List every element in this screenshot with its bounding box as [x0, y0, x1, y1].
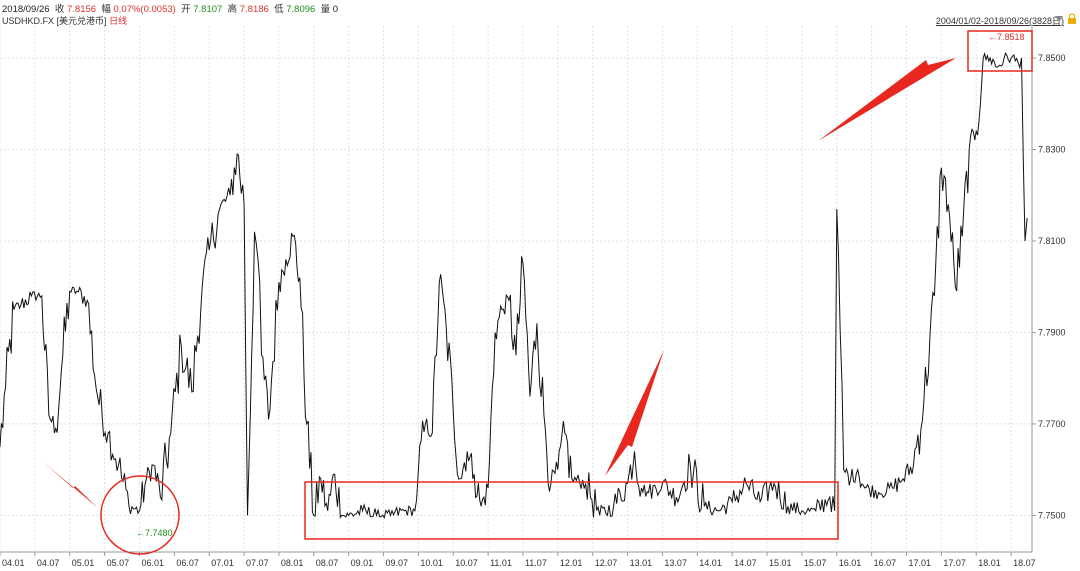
x-tick-label: 13.01 [630, 558, 653, 568]
open-label: 开 [181, 4, 191, 15]
peg-band-box-annotation [304, 481, 839, 540]
x-tick-label: 08.01 [281, 558, 304, 568]
volume-label: 量 [320, 4, 331, 15]
x-tick-label: 17.07 [943, 558, 966, 568]
x-tick-label: 18.01 [978, 558, 1001, 568]
price-series-line [0, 51, 1028, 520]
arrow-low-annotation [42, 461, 98, 508]
close-value: 7.8156 [66, 4, 97, 15]
x-tick-label: 10.01 [420, 558, 443, 568]
x-tick-label: 11.01 [490, 558, 512, 568]
x-tick-label: 17.01 [908, 558, 931, 568]
x-tick-label: 08.07 [316, 558, 339, 568]
symbol-info: USDHKD.FX [美元兑港币] 日线 [2, 14, 127, 27]
range-controls [1055, 13, 1076, 24]
x-tick-label: 12.01 [560, 558, 583, 568]
x-tick-label: 06.07 [176, 558, 199, 568]
x-tick-label: 14.01 [699, 558, 722, 568]
x-tick-label: 13.07 [664, 558, 687, 568]
x-tick-label: 07.01 [211, 558, 234, 568]
y-axis: 7.7500 7.7700 7.7900 7.8100 7.8300 7.8500 [1032, 53, 1066, 520]
low-circle-annotation [100, 475, 180, 555]
open-value: 7.8107 [193, 4, 223, 15]
symbol-name: [美元兑港币] [56, 16, 107, 26]
high-label: 高 [227, 4, 238, 15]
x-tick-label: 11.07 [525, 558, 547, 568]
low-label: 低 [274, 4, 284, 15]
y-tick-label: 7.7500 [1038, 510, 1066, 520]
x-tick-label: 04.01 [2, 558, 25, 568]
quote-header: 2018/09/26 收 7.8156 幅 0.07%(0.0053) 开 7.… [2, 1, 338, 15]
x-tick-label: 15.01 [769, 558, 792, 568]
lock-icon[interactable] [1068, 13, 1076, 24]
x-tick-label: 15.07 [804, 558, 827, 568]
x-tick-label: 05.01 [72, 558, 95, 568]
change-value: 0.07%(0.0053) [113, 4, 176, 15]
arrow-band-annotation [605, 350, 664, 476]
y-tick-label: 7.8500 [1038, 53, 1066, 63]
x-tick-label: 16.07 [874, 558, 897, 568]
x-tick-label: 06.01 [141, 558, 164, 568]
arrow-high-annotation [818, 58, 956, 141]
high-box-annotation [967, 30, 1033, 72]
x-tick-label: 04.07 [37, 558, 60, 568]
dropdown-triangle-icon[interactable] [1055, 16, 1063, 22]
grid-lines [0, 26, 1033, 553]
x-axis: 04.01 04.07 05.01 05.07 06.01 06.07 07.01 07.07… [0, 552, 1036, 568]
low-value-marker: ←7.7480 [136, 528, 173, 538]
x-tick-label: 07.07 [246, 558, 269, 568]
period-label: 日线 [109, 16, 128, 26]
volume-value: 0 [332, 4, 339, 15]
quote-date: 2018/09/26 [2, 4, 50, 15]
x-tick-label: 18.07 [1013, 558, 1036, 568]
y-tick-label: 7.8100 [1038, 236, 1066, 246]
y-tick-label: 7.8300 [1038, 144, 1066, 154]
symbol-code: USDHKD.FX [2, 16, 55, 26]
high-value: 7.8186 [239, 4, 269, 15]
low-value: 7.8096 [286, 4, 316, 15]
high-value-marker: ←7.8518 [988, 32, 1025, 42]
x-tick-label: 10.07 [455, 558, 478, 568]
x-tick-label: 16.01 [839, 558, 862, 568]
date-range-selector[interactable]: 2004/01/02-2018/09/26(3828日) [935, 16, 1064, 26]
x-tick-label: 14.07 [734, 558, 757, 568]
y-tick-label: 7.7900 [1038, 327, 1066, 337]
change-label: 幅 [101, 4, 111, 15]
x-tick-label: 09.07 [386, 558, 409, 568]
annotations [42, 30, 1033, 555]
x-tick-label: 05.07 [107, 558, 130, 568]
x-tick-label: 09.01 [351, 558, 374, 568]
close-label: 收 [54, 4, 65, 15]
x-tick-label: 12.07 [595, 558, 618, 568]
y-tick-label: 7.7700 [1038, 419, 1066, 429]
